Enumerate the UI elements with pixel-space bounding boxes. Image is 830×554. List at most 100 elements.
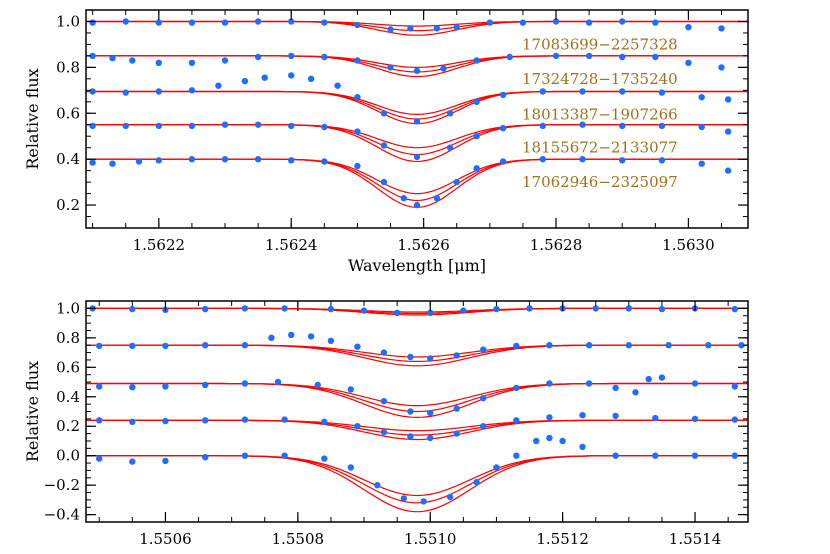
data-point-series-4-18: [652, 414, 659, 422]
data-point-series-3-17: [612, 384, 619, 392]
data-point-series-4-18: [658, 122, 666, 130]
model-line-series-3-2: [86, 382, 748, 413]
data-point-series-2-12: [413, 67, 421, 75]
data-point-series-4-8: [354, 423, 361, 430]
data-point-series-1-21: [718, 25, 725, 32]
data-point-series-3-19: [619, 88, 626, 95]
data-point-series-2-20: [685, 59, 692, 66]
data-point-series-2-5: [241, 342, 249, 349]
star-label-1: 17083699−2257328: [522, 35, 678, 53]
data-point-series-2-18: [585, 342, 593, 349]
data-point-series-4-3: [155, 122, 162, 130]
data-point-series-3-14: [446, 110, 454, 117]
data-point-series-4-14: [499, 125, 507, 132]
data-point-series-2-7: [254, 53, 262, 61]
data-point-series-1-17: [585, 19, 593, 26]
y-tick-label: 0.4: [56, 150, 80, 168]
data-point-series-3-2: [122, 89, 129, 96]
data-point-series-3-16: [499, 91, 507, 99]
data-point-series-5-9: [374, 482, 381, 489]
data-point-series-3-11: [427, 409, 434, 417]
data-point-series-2-14: [453, 352, 460, 359]
data-point-series-4-17: [619, 122, 626, 130]
data-point-series-4-12: [446, 144, 454, 151]
data-point-series-1-7: [327, 305, 335, 313]
model-line-series-3-1: [86, 382, 748, 407]
model-line-series-1-3: [86, 20, 748, 36]
data-point-series-1-19: [652, 19, 659, 26]
data-point-series-2-19: [625, 342, 632, 349]
data-point-series-4-16: [579, 121, 586, 128]
data-point-series-5-5: [188, 156, 196, 163]
data-point-series-3-18: [579, 88, 586, 95]
x-tick-label: 1.5508: [272, 530, 325, 548]
model-line-series-3-3: [86, 382, 748, 419]
data-point-series-2-9: [327, 337, 335, 344]
data-point-series-2-17: [546, 342, 553, 349]
data-point-series-3-15: [473, 98, 480, 106]
data-point-series-4-9: [380, 428, 388, 436]
data-point-series-1-6: [281, 305, 288, 312]
data-point-series-5-21: [652, 452, 659, 459]
data-point-series-2-6: [268, 334, 275, 341]
x-tick-label: 1.5630: [662, 236, 715, 254]
data-point-series-3-8: [288, 72, 295, 79]
y-tick-label: 0.6: [56, 358, 80, 376]
data-point-series-4-2: [122, 122, 129, 130]
data-point-series-4-5: [241, 416, 249, 423]
y-tick-label: −0.2: [44, 476, 80, 494]
data-point-series-1-11: [460, 307, 467, 314]
y-tick-label: 1.0: [56, 12, 80, 30]
x-tick-label: 1.5514: [669, 530, 722, 548]
data-point-series-5-17: [546, 434, 553, 442]
data-point-series-1-18: [619, 18, 626, 25]
data-point-series-5-13: [473, 479, 480, 486]
model-line-series-1-3: [86, 307, 748, 316]
data-point-series-1-13: [526, 305, 533, 312]
data-point-series-2-2: [109, 55, 116, 62]
y-tick-label: 0.8: [56, 329, 80, 347]
data-point-series-1-13: [453, 24, 460, 31]
data-point-series-4-1: [89, 122, 96, 130]
data-point-series-3-15: [546, 380, 553, 387]
data-point-series-2-1: [96, 342, 103, 350]
data-point-series-1-10: [387, 26, 394, 33]
data-point-series-4-2: [129, 418, 136, 425]
data-point-series-4-8: [321, 123, 328, 131]
data-point-series-3-13: [480, 395, 487, 402]
data-point-series-2-21: [718, 64, 725, 71]
data-point-series-5-3: [135, 158, 143, 165]
data-point-series-3-6: [274, 378, 282, 386]
data-point-series-3-12: [380, 110, 388, 117]
data-point-series-4-14: [513, 417, 520, 424]
data-point-series-1-9: [393, 309, 401, 316]
data-point-series-2-8: [288, 52, 295, 60]
data-point-series-1-4: [188, 19, 196, 26]
data-point-series-4-10: [380, 142, 388, 149]
data-point-series-2-16: [552, 52, 560, 60]
data-point-series-5-20: [612, 452, 619, 459]
data-point-series-5-2: [109, 160, 116, 167]
model-line-series-2-3: [86, 55, 748, 78]
data-point-series-1-9: [354, 21, 361, 29]
data-point-series-1-16: [625, 305, 632, 312]
data-point-series-3-6: [241, 77, 249, 85]
data-point-series-5-14: [433, 195, 441, 202]
data-point-series-1-5: [241, 305, 249, 312]
data-point-series-5-6: [281, 452, 288, 459]
data-point-series-3-20: [658, 374, 666, 381]
data-point-series-4-11: [427, 434, 434, 442]
data-point-series-5-11: [420, 498, 427, 505]
data-point-series-1-10: [427, 309, 434, 316]
y-tick-label: 0.2: [56, 417, 80, 435]
data-point-series-4-4: [188, 122, 196, 130]
data-point-series-4-12: [453, 430, 460, 437]
data-point-series-5-5: [241, 452, 249, 459]
data-point-series-2-5: [188, 59, 196, 66]
data-point-series-2-1: [89, 52, 96, 60]
data-point-series-4-15: [546, 414, 553, 421]
data-point-series-4-9: [354, 128, 361, 135]
panel-bottom: 1.5506 1.5508 1.5510 1.5512 1.5514 −0.4 −0.2 0.…: [23, 299, 749, 548]
data-point-series-2-17: [585, 52, 593, 60]
data-point-series-1-6: [254, 18, 262, 25]
